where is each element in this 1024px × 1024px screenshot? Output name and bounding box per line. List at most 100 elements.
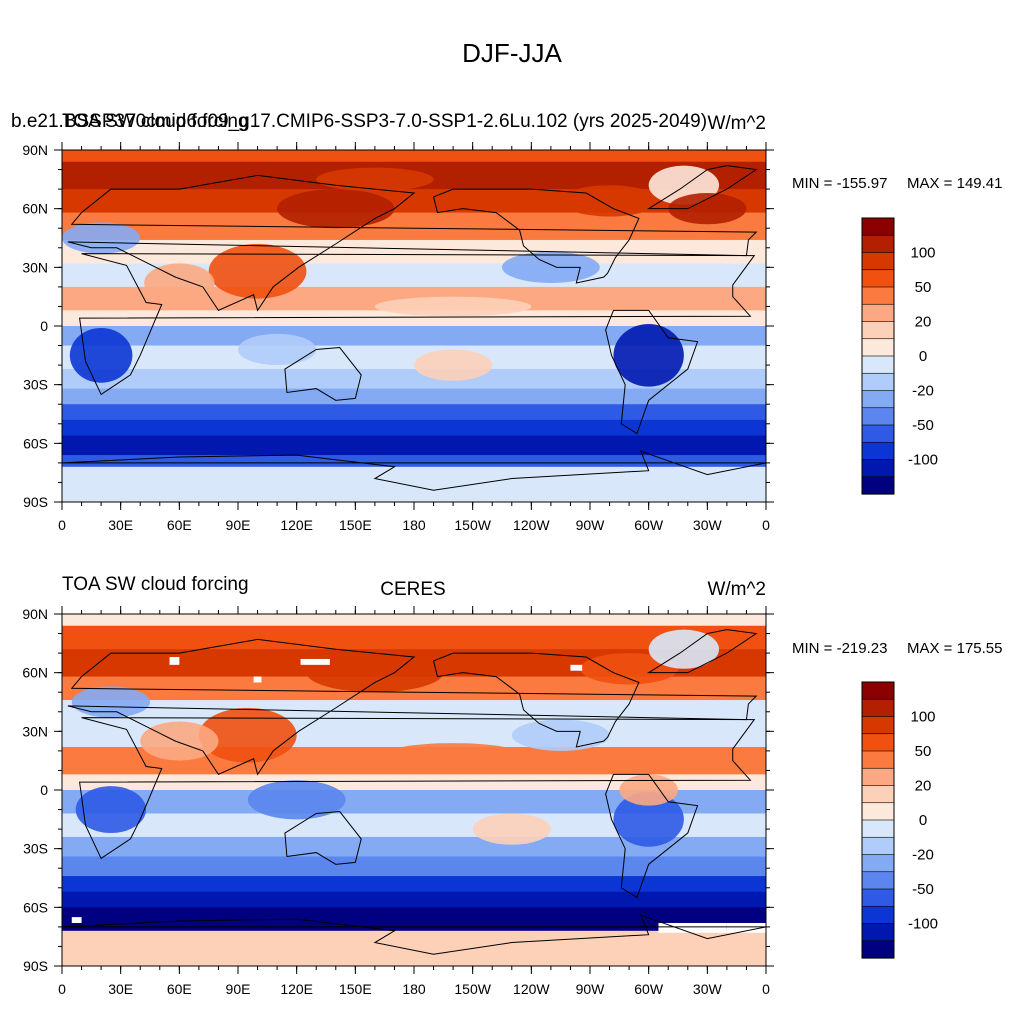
field-anomaly <box>208 243 307 299</box>
panel2-title-left: TOA SW cloud forcing <box>62 574 249 595</box>
colorbar-label: -100 <box>908 916 938 933</box>
field-anomaly <box>144 263 215 303</box>
y-tick-label: 30S <box>23 841 48 857</box>
field-anomaly <box>613 324 684 387</box>
colorbar-label: -20 <box>912 383 934 400</box>
x-tick-label: 90E <box>226 517 251 533</box>
field-anomaly <box>374 296 532 317</box>
field-anomaly <box>472 813 551 845</box>
panel1-map: 0 30E 60E 90E 120E 150E 180 150W 120W 90W 60W 30W 09… <box>22 142 774 533</box>
x-tick-label: 150W <box>454 981 491 997</box>
field-anomaly <box>580 653 678 685</box>
y-tick-label: 90S <box>23 494 48 510</box>
missing-data <box>71 917 82 923</box>
colorbar-swatch <box>861 338 895 357</box>
colorbar-label: 50 <box>915 743 932 760</box>
zonal-band <box>62 404 766 421</box>
colorbar-swatch <box>861 767 895 787</box>
zonal-band <box>62 150 766 163</box>
colorbar-label: 100 <box>910 245 935 262</box>
colorbar-label: 0 <box>919 348 927 365</box>
panel1-colorbar: 100 50 20 0 -20 -50 -100 <box>861 217 938 495</box>
y-tick-label: 30N <box>22 723 48 739</box>
y-tick-label: 0 <box>40 318 48 334</box>
colorbar-label: 0 <box>919 812 927 829</box>
panel2-min-label: MIN = -219.23 <box>792 640 888 657</box>
panel1-max-label: MAX = 149.41 <box>907 175 1003 192</box>
colorbar-swatch <box>861 303 895 323</box>
zonal-band <box>62 310 766 327</box>
zonal-band <box>62 345 766 370</box>
field-anomaly <box>668 193 747 225</box>
field-anomaly <box>247 780 346 820</box>
colorbar-swatch <box>861 785 895 804</box>
x-tick-label: 180 <box>402 517 426 533</box>
x-tick-label: 120W <box>513 517 550 533</box>
zonal-band <box>62 813 766 838</box>
colorbar-swatch <box>861 252 895 271</box>
y-tick-label: 60S <box>23 899 48 915</box>
x-tick-label: 0 <box>762 517 770 533</box>
colorbar-swatch <box>861 286 895 305</box>
panel2-colorbar: 100 50 20 0 -20 -50 -100 <box>861 681 938 959</box>
coastline <box>432 652 640 748</box>
colorbar-swatch <box>861 871 895 890</box>
colorbar-label: -50 <box>912 417 934 434</box>
zonal-band <box>62 876 766 893</box>
figure-title: DJF-JJA <box>462 38 562 68</box>
field-anomaly <box>316 167 434 192</box>
field-anomaly <box>613 791 684 847</box>
zonal-band <box>62 369 766 390</box>
colorbar-swatch <box>861 854 895 873</box>
colorbar-swatch <box>861 459 895 478</box>
colorbar-swatch <box>861 424 895 443</box>
colorbar-label: 20 <box>915 778 932 795</box>
colorbar-swatch <box>861 476 895 495</box>
y-tick-label: 60S <box>23 435 48 451</box>
zonal-band <box>62 891 766 908</box>
colorbar-label: 100 <box>910 709 935 726</box>
zonal-band <box>62 419 766 437</box>
y-tick-label: 30N <box>22 259 48 275</box>
x-tick-label: 120E <box>280 981 313 997</box>
colorbar-swatch <box>861 681 895 700</box>
missing-data <box>300 658 330 665</box>
field-anomaly <box>140 721 219 761</box>
y-tick-label: 90N <box>22 142 48 158</box>
zonal-band <box>62 856 766 877</box>
missing-data <box>726 922 766 933</box>
colorbar-swatch <box>861 819 895 838</box>
x-tick-label: 60W <box>634 981 664 997</box>
coastline <box>79 717 756 860</box>
x-tick-label: 180 <box>402 981 426 997</box>
colorbar-swatch <box>861 716 895 735</box>
coastline <box>284 810 362 865</box>
field-anomaly <box>238 333 317 366</box>
colorbar-swatch <box>861 733 895 752</box>
x-tick-label: 150E <box>339 517 372 533</box>
colorbar-swatch <box>861 441 895 461</box>
coastline <box>284 346 362 401</box>
zonal-band <box>62 326 766 347</box>
colorbar-swatch <box>861 355 895 374</box>
panel2-title-center: CERES <box>380 579 446 600</box>
colorbar-label: 20 <box>915 314 932 331</box>
coastline <box>646 629 758 674</box>
colorbar-swatch <box>861 390 895 409</box>
colorbar-label: -20 <box>912 847 934 864</box>
x-tick-label: 0 <box>58 517 66 533</box>
coastline <box>62 450 766 491</box>
zonal-band <box>62 435 766 456</box>
x-tick-label: 0 <box>762 981 770 997</box>
zonal-band <box>62 212 766 241</box>
field-anomaly <box>306 653 444 693</box>
field-anomaly <box>75 786 147 834</box>
field-anomaly <box>414 349 493 381</box>
x-tick-label: 60W <box>634 517 664 533</box>
y-tick-label: 30S <box>23 377 48 393</box>
colorbar-swatch <box>861 836 895 856</box>
missing-data <box>570 664 583 671</box>
zonal-band <box>62 907 766 932</box>
x-tick-label: 90W <box>576 517 606 533</box>
